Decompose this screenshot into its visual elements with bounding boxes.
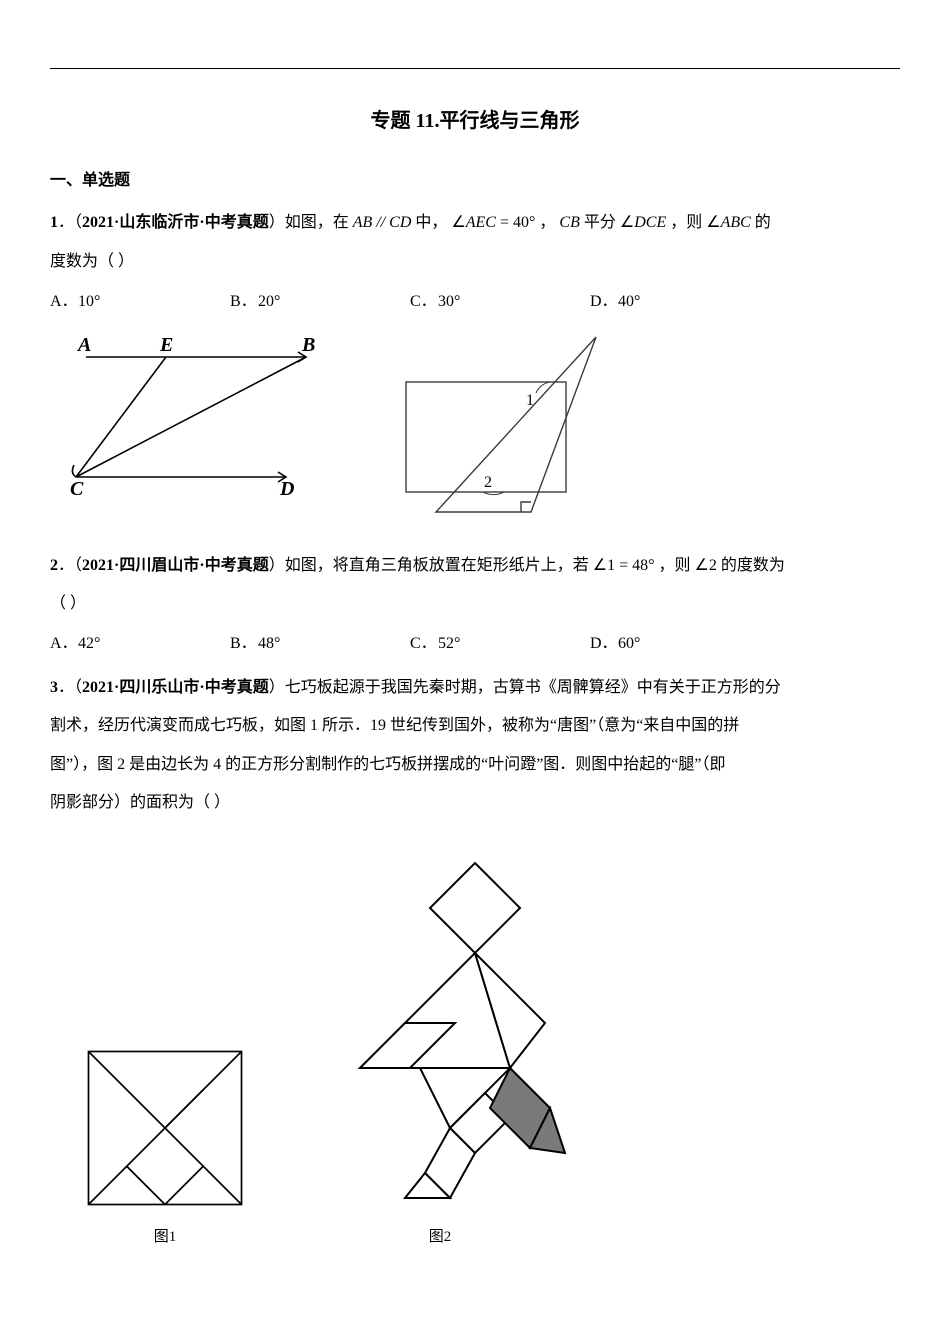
q1-options: A．10° B．20° C．30° D．40° (50, 289, 770, 315)
q1-stem: 1．（2021·山东临沂市·中考真题）如图，在 AB // CD 中， AEC … (50, 204, 900, 242)
q3-figure-tangram (80, 1043, 250, 1213)
q3-figures: 图1 (80, 853, 900, 1254)
q1-source: 2021·山东临沂市·中考真题 (82, 214, 269, 231)
angle-1-label: 1 (526, 392, 534, 409)
q1-number: 1 (50, 214, 58, 231)
q2-figure-rect-triangle: 1 2 (376, 327, 636, 527)
svg-text:C: C (70, 478, 84, 497)
q2-options: A．42° B．48° C．52° D．60° (50, 631, 770, 657)
q2-stem-line2: （ ） (50, 585, 900, 623)
q3-figure-yewen (300, 853, 580, 1213)
q1-figures: A E B C D 1 2 (56, 327, 900, 527)
svg-text:D: D (279, 478, 294, 497)
angle-2-label: 2 (484, 474, 492, 491)
page-title: 专题 11.平行线与三角形 (50, 99, 900, 143)
q2-option-a: A．42° (50, 631, 230, 657)
q2-option-d: D．60° (590, 631, 770, 657)
q2-number: 2 (50, 557, 58, 574)
angle-icon (620, 214, 634, 231)
top-rule (50, 68, 900, 69)
q2-source: 2021·四川眉山市·中考真题 (82, 557, 269, 574)
q3-stem-line4: 阴影部分）的面积为（ ） (50, 784, 900, 822)
q3-stem-line2: 割术，经历代演变而成七巧板，如图 1 所示．19 世纪传到国外，被称为“唐图”（… (50, 707, 900, 745)
svg-text:E: E (159, 334, 173, 356)
svg-text:A: A (76, 334, 91, 356)
svg-text:B: B (301, 334, 315, 356)
q1-option-c: C．30° (410, 289, 590, 315)
q3-number: 3 (50, 679, 58, 696)
angle-icon (695, 557, 709, 574)
q3-fig1-caption: 图1 (80, 1221, 250, 1254)
q1-figure-parallel: A E B C D (56, 327, 336, 497)
q1-option-b: B．20° (230, 289, 410, 315)
section-heading: 一、单选题 (50, 163, 900, 198)
q1-expr-abcd: AB // CD (353, 214, 412, 231)
angle-icon (593, 557, 607, 574)
q3-source: 2021·四川乐山市·中考真题 (82, 679, 269, 696)
q3-stem-line3: 图”），图 2 是由边长为 4 的正方形分割制作的七巧板拼摆成的“叶问蹬”图．则… (50, 746, 900, 784)
q2-stem: 2．（2021·四川眉山市·中考真题）如图，将直角三角板放置在矩形纸片上，若 1… (50, 547, 900, 585)
q3-fig2-caption: 图2 (300, 1221, 580, 1254)
q1-option-d: D．40° (590, 289, 770, 315)
angle-icon (451, 214, 465, 231)
q2-option-b: B．48° (230, 631, 410, 657)
q1-stem-line2: 度数为（ ） (50, 243, 900, 281)
q2-option-c: C．52° (410, 631, 590, 657)
q1-option-a: A．10° (50, 289, 230, 315)
angle-icon (706, 214, 720, 231)
q3-stem-line1: 3．（2021·四川乐山市·中考真题）七巧板起源于我国先秦时期，古算书《周髀算经… (50, 669, 900, 707)
